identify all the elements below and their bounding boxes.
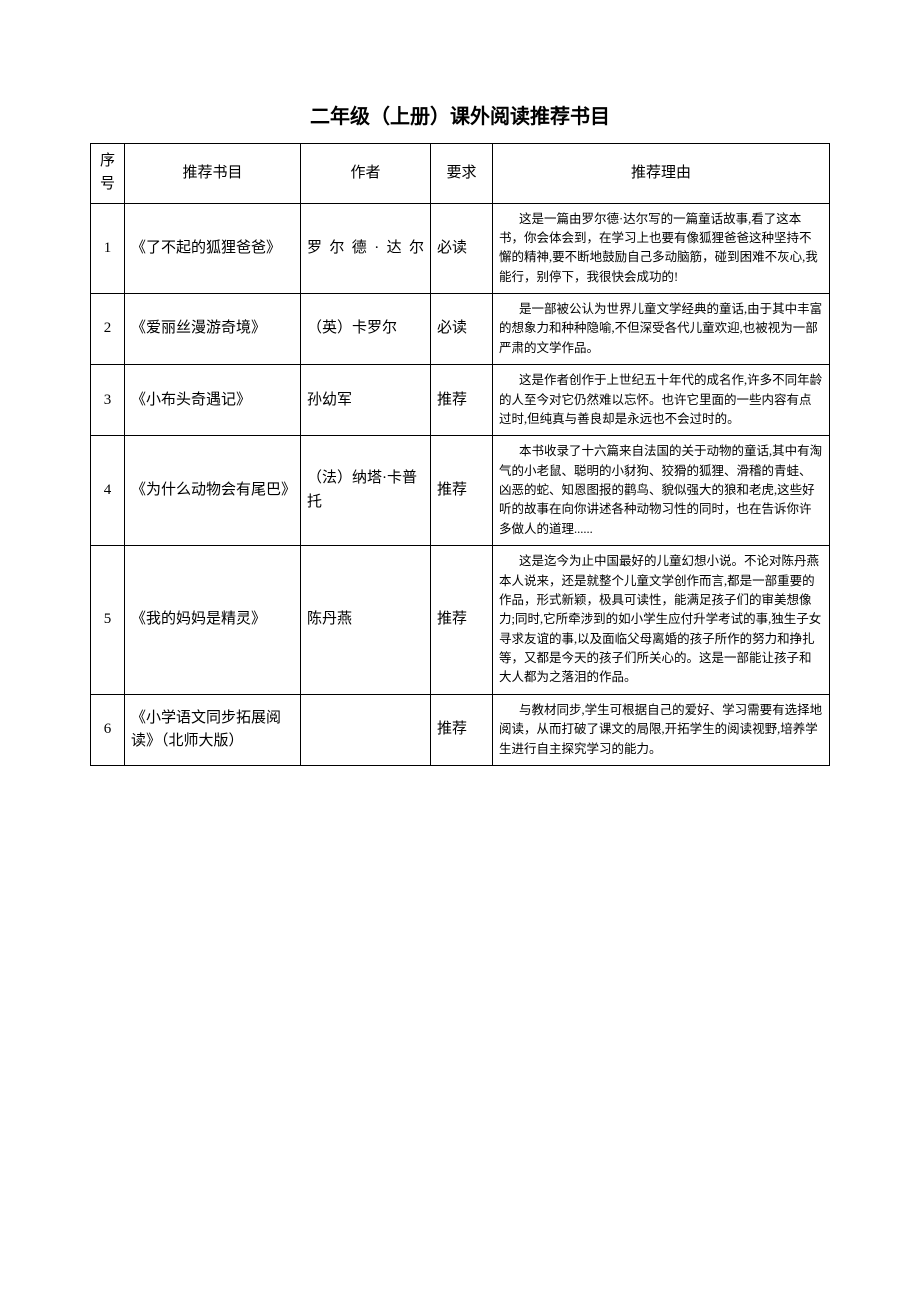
cell-book: 《小学语文同步拓展阅读》（北师大版） <box>125 694 301 765</box>
table-row: 2《爱丽丝漫游奇境》（英）卡罗尔必读是一部被公认为世界儿童文学经典的童话,由于其… <box>91 294 830 365</box>
page-title: 二年级（上册）课外阅读推荐书目 <box>90 100 830 129</box>
book-table: 序号 推荐书目 作者 要求 推荐理由 1《了不起的狐狸爸爸》罗尔德·达尔必读这是… <box>90 143 830 766</box>
cell-reason: 这是一篇由罗尔德·达尔写的一篇童话故事,看了这本书，你会体会到，在学习上也要有像… <box>493 203 830 294</box>
cell-index: 1 <box>91 203 125 294</box>
table-header-row: 序号 推荐书目 作者 要求 推荐理由 <box>91 144 830 204</box>
cell-index: 4 <box>91 436 125 546</box>
cell-reason: 是一部被公认为世界儿童文学经典的童话,由于其中丰富的想象力和种种隐喻,不但深受各… <box>493 294 830 365</box>
cell-reason: 这是作者创作于上世纪五十年代的成名作,许多不同年龄的人至今对它仍然难以忘怀。也许… <box>493 365 830 436</box>
cell-req: 推荐 <box>431 694 493 765</box>
cell-index: 3 <box>91 365 125 436</box>
col-req: 要求 <box>431 144 493 204</box>
cell-author: （英）卡罗尔 <box>301 294 431 365</box>
table-row: 6《小学语文同步拓展阅读》（北师大版） 推荐与教材同步,学生可根据自己的爱好、学习… <box>91 694 830 765</box>
cell-req: 推荐 <box>431 365 493 436</box>
table-row: 5《我的妈妈是精灵》陈丹燕推荐这是迄今为止中国最好的儿童幻想小说。不论对陈丹燕本… <box>91 546 830 695</box>
col-index: 序号 <box>91 144 125 204</box>
cell-author <box>301 694 431 765</box>
cell-index: 6 <box>91 694 125 765</box>
cell-index: 5 <box>91 546 125 695</box>
cell-reason: 与教材同步,学生可根据自己的爱好、学习需要有选择地阅读，从而打破了课文的局限,开… <box>493 694 830 765</box>
cell-author: 陈丹燕 <box>301 546 431 695</box>
cell-book: 《爱丽丝漫游奇境》 <box>125 294 301 365</box>
col-author: 作者 <box>301 144 431 204</box>
cell-book: 《小布头奇遇记》 <box>125 365 301 436</box>
cell-book: 《我的妈妈是精灵》 <box>125 546 301 695</box>
cell-req: 必读 <box>431 203 493 294</box>
cell-author: （法）纳塔·卡普托 <box>301 436 431 546</box>
cell-book: 《了不起的狐狸爸爸》 <box>125 203 301 294</box>
col-book: 推荐书目 <box>125 144 301 204</box>
cell-reason: 本书收录了十六篇来自法国的关于动物的童话,其中有淘气的小老鼠、聪明的小豺狗、狡猾… <box>493 436 830 546</box>
cell-req: 推荐 <box>431 436 493 546</box>
cell-reason: 这是迄今为止中国最好的儿童幻想小说。不论对陈丹燕本人说来，还是就整个儿童文学创作… <box>493 546 830 695</box>
cell-index: 2 <box>91 294 125 365</box>
table-row: 1《了不起的狐狸爸爸》罗尔德·达尔必读这是一篇由罗尔德·达尔写的一篇童话故事,看… <box>91 203 830 294</box>
cell-author: 孙幼军 <box>301 365 431 436</box>
col-reason: 推荐理由 <box>493 144 830 204</box>
cell-req: 必读 <box>431 294 493 365</box>
cell-author: 罗尔德·达尔 <box>301 203 431 294</box>
table-row: 3《小布头奇遇记》孙幼军推荐这是作者创作于上世纪五十年代的成名作,许多不同年龄的… <box>91 365 830 436</box>
cell-req: 推荐 <box>431 546 493 695</box>
table-row: 4《为什么动物会有尾巴》（法）纳塔·卡普托推荐本书收录了十六篇来自法国的关于动物… <box>91 436 830 546</box>
cell-book: 《为什么动物会有尾巴》 <box>125 436 301 546</box>
